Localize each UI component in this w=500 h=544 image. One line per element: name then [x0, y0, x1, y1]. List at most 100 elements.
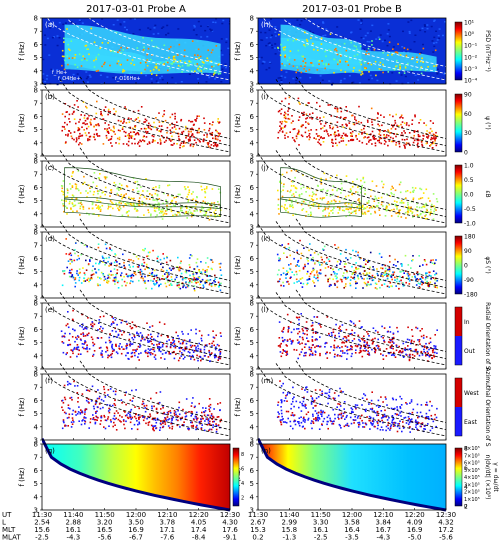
radial-point [375, 345, 378, 347]
azimuthal-point [370, 399, 373, 402]
psd-noise-pixel [220, 38, 223, 40]
ellipticity-point [324, 207, 327, 209]
azimuth-point [90, 276, 93, 279]
radial-point [366, 353, 369, 355]
azimuth-point [334, 272, 336, 274]
azimuth-point [158, 284, 160, 287]
azimuth-point [168, 284, 171, 286]
ellipticity-point [367, 210, 370, 212]
ellipticity-point [104, 176, 107, 178]
ellipticity-point [347, 194, 350, 197]
wna-point [203, 129, 206, 131]
radial-point [324, 346, 326, 348]
psd-noise-pixel [368, 49, 371, 51]
wna-point [76, 100, 78, 102]
wna-point [342, 132, 345, 135]
wna-point [280, 108, 283, 110]
psd-noise-pixel [292, 77, 295, 80]
ellipticity-point [202, 207, 205, 209]
radial-point [389, 326, 391, 328]
radial-point [179, 357, 181, 359]
ellipticity-point [128, 196, 130, 199]
azimuth-point [360, 265, 362, 268]
azimuth-point [284, 246, 286, 249]
azimuth-point [206, 274, 208, 277]
radial-point [340, 350, 342, 352]
ellipticity-point [320, 189, 323, 191]
azimuth-point [357, 277, 360, 280]
wna-point [192, 128, 195, 131]
azimuth-point [327, 266, 330, 268]
radial-point [198, 355, 201, 358]
azimuthal-point [209, 406, 212, 409]
azimuth-point [286, 270, 288, 272]
radial-point [431, 349, 434, 352]
wna-point [168, 139, 171, 141]
azimuthal-point [177, 409, 179, 412]
azimuth-point [371, 279, 374, 282]
wna-point [110, 135, 113, 138]
azimuthal-point [141, 415, 143, 417]
wna-point [402, 117, 404, 119]
radial-point [416, 327, 419, 330]
ellipticity-point [165, 202, 168, 204]
wna-point [421, 143, 423, 146]
azimuth-point [188, 269, 190, 272]
wna-point [287, 113, 289, 116]
azimuth-point [78, 257, 80, 260]
azimuthal-point [155, 427, 157, 430]
azimuthal-point [201, 415, 203, 418]
wna-point [293, 128, 296, 130]
azimuthal-point [153, 425, 156, 427]
ellipticity-point [341, 187, 343, 189]
azimuth-point [96, 283, 99, 285]
azimuthal-point [137, 414, 140, 417]
azimuthal-point [163, 419, 165, 422]
psd-point [395, 65, 397, 68]
wna-point [284, 124, 287, 127]
azimuth-point [355, 266, 357, 269]
psd-noise-pixel [210, 30, 213, 32]
azimuth-point [83, 280, 85, 282]
radial-point [298, 330, 301, 333]
radial-point [393, 342, 395, 344]
ellipticity-point [118, 201, 121, 204]
wna-point [111, 145, 113, 147]
radial-point [423, 351, 425, 353]
azimuth-point [304, 265, 306, 268]
psd-noise-pixel [322, 35, 325, 37]
azimuthal-point [168, 427, 171, 429]
radial-point [158, 343, 160, 345]
ellipticity-point [112, 207, 114, 210]
ellipticity-point [322, 215, 324, 217]
wna-point [206, 136, 208, 138]
ellipticity-point [99, 195, 102, 198]
radial-point [76, 338, 78, 340]
radial-point [399, 350, 401, 352]
azimuth-point [380, 273, 383, 275]
radial-point [199, 356, 202, 358]
azimuth-point [365, 274, 367, 276]
azimuth-point [176, 284, 179, 287]
radial-point [348, 339, 350, 342]
azimuth-point [197, 281, 199, 283]
ellipticity-point [350, 212, 352, 214]
azimuth-point [286, 256, 288, 258]
ellipticity-point [88, 213, 90, 216]
radial-point [434, 351, 436, 354]
azimuthal-point [209, 416, 211, 419]
radial-point [420, 335, 423, 338]
radial-point [374, 351, 376, 354]
radial-point [346, 346, 349, 348]
azimuthal-point [125, 391, 127, 394]
ellipticity-point [430, 206, 433, 208]
psd-noise-pixel [89, 76, 92, 78]
ellipticity-point [132, 202, 135, 205]
ellipticity-point [302, 174, 304, 176]
wna-point [378, 124, 381, 127]
ellipticity-point [112, 203, 114, 205]
wna-point [165, 139, 167, 142]
psd-point [382, 51, 384, 54]
ellipticity-point [295, 170, 298, 172]
radial-point [316, 331, 319, 334]
